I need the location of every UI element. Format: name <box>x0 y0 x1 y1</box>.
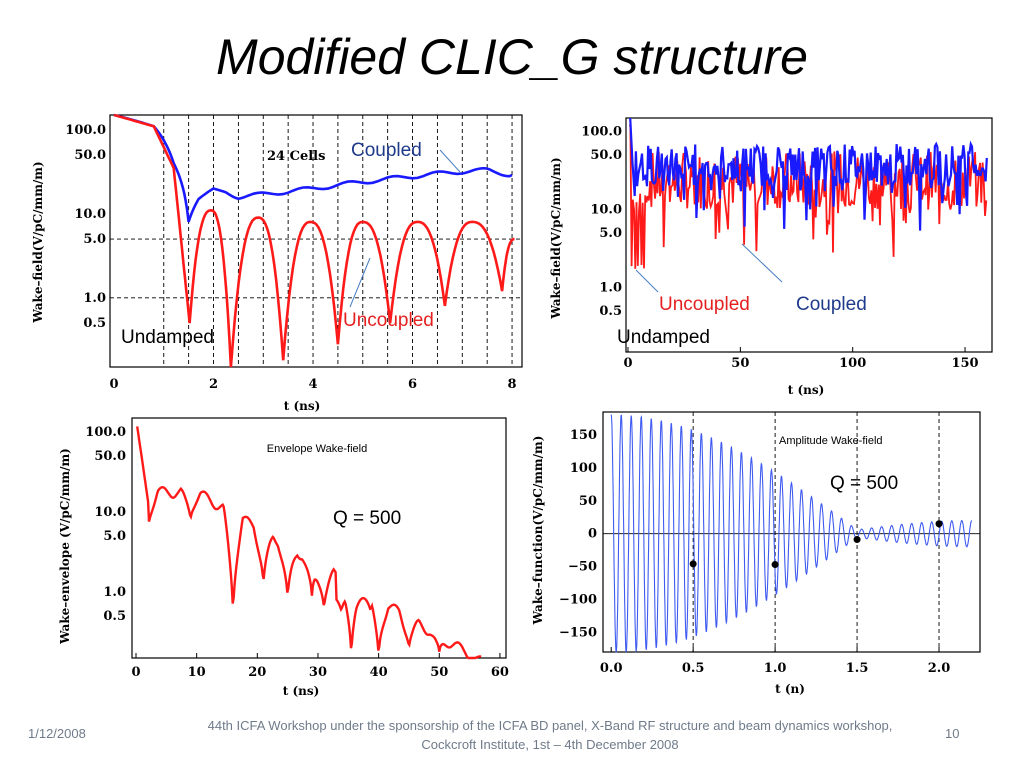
uncoupled-series-line <box>113 113 515 368</box>
page-number: 10 <box>945 726 960 741</box>
footer-event: 44th ICFA Workshop under the sponsorship… <box>207 718 893 752</box>
x-tick-label: 0 <box>109 377 118 392</box>
x-tick-label: 0 <box>623 356 632 371</box>
x-tick-label: 4 <box>309 377 318 392</box>
wake-function-line <box>610 414 973 653</box>
chart-envelope-wakefield: 100.0 50.0 10.0 5.0 1.0 0.5 0 10 20 30 40 50 60 Enve… <box>55 412 515 702</box>
annotation-q: Q = 500 <box>830 473 898 494</box>
y-tick-label: 100 <box>570 461 597 476</box>
annotation-coupled: Coupled <box>796 294 867 315</box>
data-marker <box>689 560 697 568</box>
x-tick-label: 100 <box>839 356 866 371</box>
coupled-series-line <box>629 117 988 231</box>
y-tick-label: 0.5 <box>103 609 126 624</box>
chart-3-svg: 100.0 50.0 10.0 5.0 1.0 0.5 0 10 20 30 40 50 60 Enve… <box>58 417 509 698</box>
uncoupled-arrow <box>635 269 659 293</box>
chart-1-svg: 100.0 50.0 10.0 5.0 1.0 0.5 0 2 4 6 8 t (ns) Wake–… <box>31 113 523 413</box>
slide-title: Modified CLIC_G structure <box>216 29 808 85</box>
x-tick-label: 30 <box>309 665 327 680</box>
y-tick-label: 1.0 <box>83 291 106 306</box>
y-tick-label: 150 <box>570 428 597 443</box>
chart-4-svg: 150 100 50 0 −50 −100 −150 0.0 0.5 1.0 1.5 2.0 Ampl… <box>531 411 981 696</box>
annotation-undamped: Undamped <box>121 327 214 348</box>
plot-frame <box>109 114 523 368</box>
y-tick-label: 100.0 <box>85 425 126 440</box>
x-axis-label: t (n) <box>775 682 805 696</box>
x-tick-label: 50 <box>430 665 448 680</box>
coupled-series-line <box>113 113 513 223</box>
annotation-coupled: Coupled <box>351 140 422 161</box>
x-tick-label: 2 <box>209 377 218 392</box>
envelope-series-line <box>136 426 482 660</box>
x-tick-label: 60 <box>491 665 509 680</box>
x-tick-label: 1.5 <box>846 661 869 676</box>
uncoupled-arrow <box>349 257 371 308</box>
x-tick-label: 1.0 <box>764 661 787 676</box>
y-tick-label: 10.0 <box>74 207 106 222</box>
chart-amplitude-wakefield: 150 100 50 0 −50 −100 −150 0.0 0.5 1.0 1.5 2.0 Ampl… <box>528 410 988 700</box>
y-tick-label: −100 <box>559 592 597 607</box>
plot-frame <box>131 417 507 659</box>
y-tick-label: 50.0 <box>74 148 106 163</box>
data-marker <box>853 536 861 544</box>
y-axis-label: Wake–function(V/pC/mm/m) <box>531 436 545 626</box>
x-tick-label: 2.0 <box>928 661 951 676</box>
x-axis-label: t (ns) <box>283 684 320 698</box>
x-tick-label: 40 <box>370 665 388 680</box>
y-tick-label: 100.0 <box>65 123 106 138</box>
x-tick-label: 0 <box>131 665 140 680</box>
y-tick-label: 1.0 <box>599 281 622 296</box>
y-tick-label: −50 <box>568 560 597 575</box>
x-tick-label: 50 <box>731 356 749 371</box>
y-axis-label: Wake–field(V/pC/mm/m) <box>549 157 563 319</box>
y-axis-label: Wake–envelope (V/pC/mm/m) <box>58 448 72 645</box>
data-marker <box>935 520 943 528</box>
y-tick-label: 5.0 <box>599 226 622 241</box>
y-axis-label: Wake–field(V/pC/mm/m) <box>31 161 45 323</box>
x-axis-label: t (ns) <box>788 383 825 397</box>
annotation-undamped: Undamped <box>617 327 710 348</box>
x-tick-label: 150 <box>951 356 978 371</box>
chart-title: Envelope Wake-field <box>267 443 367 455</box>
x-tick-label: 8 <box>508 377 517 392</box>
data-marker <box>771 561 779 569</box>
chart-undamped-24-cells: 100.0 50.0 10.0 5.0 1.0 0.5 0 2 4 6 8 t (ns) Wake–… <box>20 110 523 413</box>
y-tick-label: 50 <box>579 494 597 509</box>
chart-2-svg: 100.0 50.0 10.0 5.0 1.0 0.5 0 50 100 150 t (ns) W… <box>549 117 993 397</box>
x-tick-label: 0.5 <box>682 661 705 676</box>
annotation-24-cells: 24 Cells <box>267 149 325 164</box>
annotation-uncoupled: Uncoupled <box>659 294 750 315</box>
chart-title: Amplitude Wake-field <box>779 435 883 447</box>
coupled-arrow <box>741 243 783 283</box>
annotation-uncoupled: Uncoupled <box>343 310 434 331</box>
chart-undamped-long: 100.0 50.0 10.0 5.0 1.0 0.5 0 50 100 150 t (ns) W… <box>540 110 1000 400</box>
y-tick-label: −150 <box>559 625 597 640</box>
plot-frame <box>625 117 993 353</box>
annotation-q: Q = 500 <box>333 508 401 529</box>
y-tick-label: 1.0 <box>103 585 126 600</box>
coupled-arrow <box>439 149 461 173</box>
x-tick-label: 20 <box>248 665 266 680</box>
x-tick-label: 10 <box>188 665 206 680</box>
y-tick-label: 0.5 <box>83 316 106 331</box>
y-tick-label: 0 <box>588 527 597 542</box>
y-tick-label: 50.0 <box>590 148 622 163</box>
x-tick-label: 6 <box>408 377 417 392</box>
y-tick-label: 50.0 <box>94 449 126 464</box>
y-tick-label: 0.5 <box>599 304 622 319</box>
footer-date: 1/12/2008 <box>28 726 86 741</box>
y-tick-label: 5.0 <box>83 232 106 247</box>
x-axis-label: t (ns) <box>284 399 321 413</box>
y-tick-label: 100.0 <box>581 125 622 140</box>
y-tick-label: 5.0 <box>103 529 126 544</box>
plot-frame <box>602 411 981 653</box>
y-tick-label: 10.0 <box>94 505 126 520</box>
x-tick-label: 0.0 <box>600 661 623 676</box>
y-tick-label: 10.0 <box>590 203 622 218</box>
